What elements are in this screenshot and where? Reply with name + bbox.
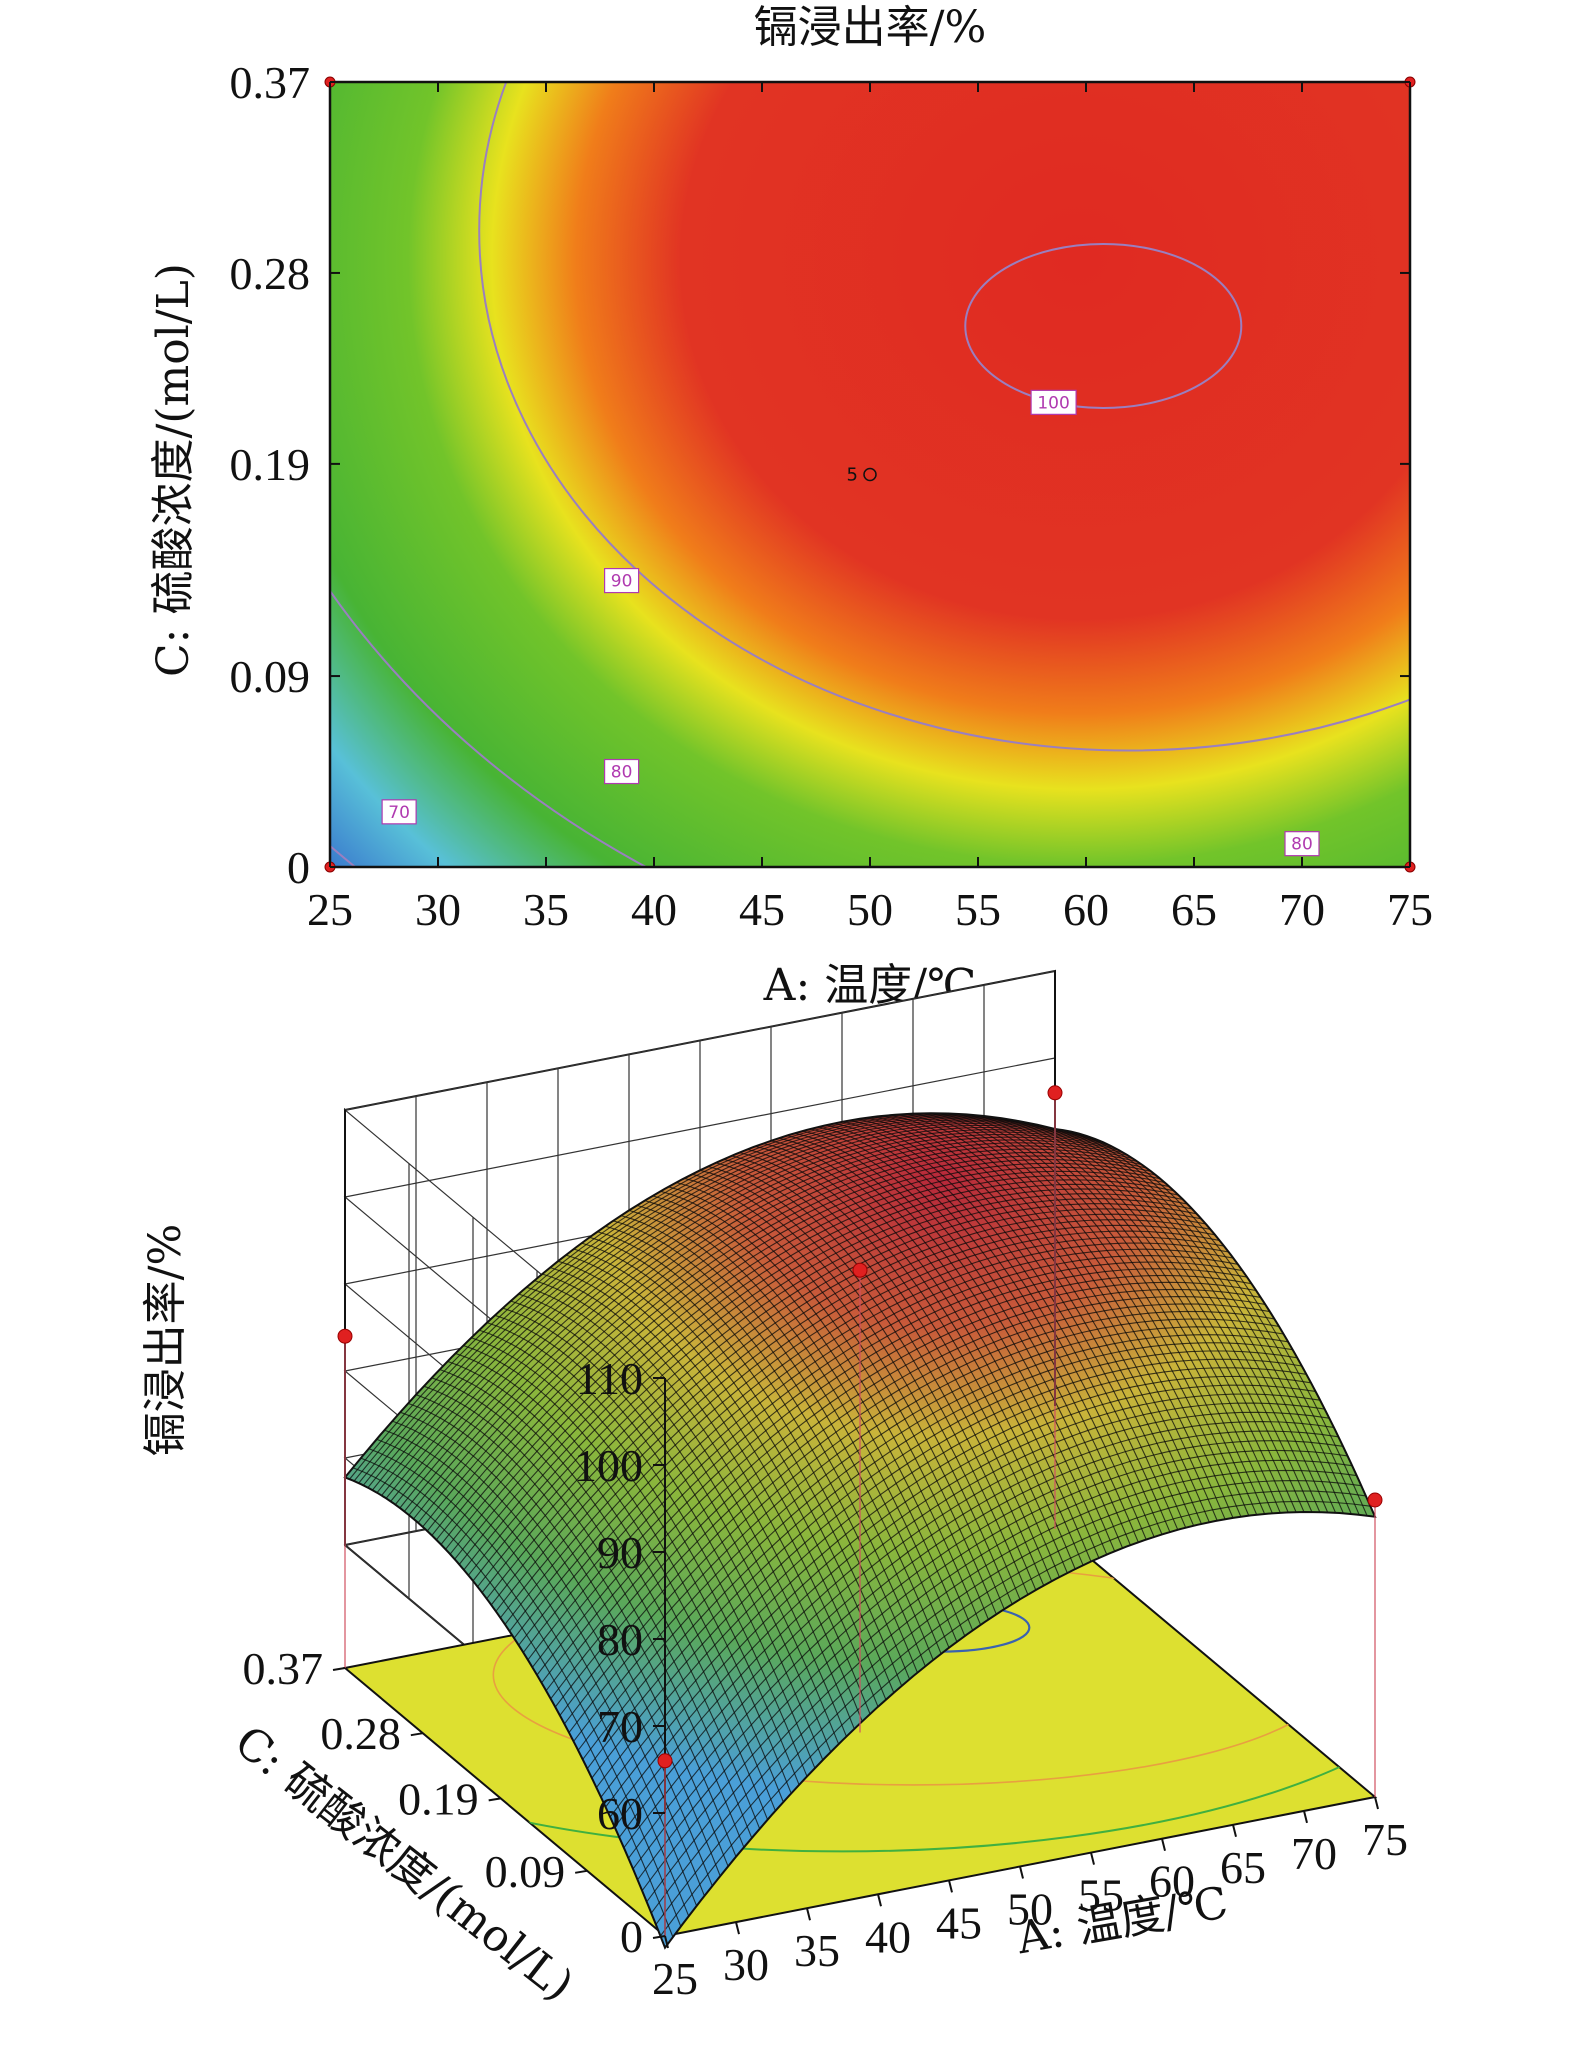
design-point	[1047, 1085, 1063, 1101]
contour-label-text: 70	[388, 803, 410, 823]
z-tick-label: 80	[597, 1614, 643, 1665]
y3d-tick-mark	[410, 1732, 424, 1737]
y3d-tick-label: 0.19	[398, 1773, 479, 1824]
z-tick-label: 70	[597, 1701, 643, 1752]
contour-label: 80	[603, 758, 640, 785]
contour-label-text: 80	[1291, 835, 1313, 855]
x3d-tick-label: 60	[1149, 1856, 1195, 1907]
y-tick-label: 0.28	[230, 248, 311, 299]
contour-label: 100	[1030, 389, 1077, 415]
floor-contour-80	[345, 1529, 1375, 1853]
contour-label-box	[603, 567, 640, 594]
contour-y-axis-label: C: 硫酸浓度/(mol/L)	[148, 263, 199, 677]
x3d-tick-label: 45	[936, 1897, 982, 1948]
x3d-tick-label: 75	[1362, 1814, 1408, 1865]
contour-label-box	[381, 799, 417, 825]
x-tick-label: 30	[415, 884, 461, 935]
x3d-tick-mark	[877, 1894, 882, 1907]
x3d-tick-mark	[1303, 1810, 1308, 1824]
contour-label-text: 90	[611, 572, 633, 592]
contour-label-box	[1284, 831, 1320, 857]
design-point	[852, 1262, 868, 1278]
x-tick-label: 55	[955, 884, 1001, 935]
x3d-tick-mark	[1161, 1838, 1166, 1851]
y3d-tick-label: 0.09	[485, 1846, 566, 1897]
x3d-tick-label: 40	[865, 1911, 911, 1962]
x-tick-label: 60	[1063, 884, 1109, 935]
x3d-tick-mark	[735, 1921, 740, 1935]
x3d-tick-mark	[664, 1935, 669, 1949]
contour-label-text: 80	[611, 763, 633, 783]
y-tick-label: 0.09	[230, 651, 311, 702]
center-point-marker	[863, 467, 877, 482]
x3d-tick-mark	[1232, 1824, 1237, 1838]
x3d-tick-label: 30	[723, 1939, 769, 1990]
y3d-tick-mark	[652, 1935, 666, 1939]
y-tick-label: 0	[287, 842, 310, 893]
x-tick-label: 35	[523, 884, 569, 935]
design-point	[337, 1328, 353, 1344]
contour-label-text: 100	[1037, 393, 1069, 413]
y-tick-label: 0.37	[230, 57, 311, 108]
surface-mesh	[345, 1113, 1375, 1948]
x3d-tick-mark	[806, 1907, 811, 1921]
contour-label-box	[1030, 389, 1077, 415]
x3d-tick-label: 55	[1078, 1870, 1124, 1921]
contour-plot-area: 100 90 80 80 70	[330, 82, 1410, 867]
contour-chart-title: 镉浸出率/%	[754, 2, 987, 53]
x3d-tick-label: 25	[652, 1953, 698, 2004]
heatmap-fill	[330, 82, 1410, 867]
x3d-tick-mark	[1090, 1852, 1095, 1865]
x-tick-label: 50	[847, 884, 893, 935]
contour-label: 80	[1284, 831, 1320, 857]
x-tick-label: 70	[1279, 884, 1325, 935]
y3d-tick-label: 0	[620, 1911, 643, 1962]
x-tick-label: 65	[1171, 884, 1217, 935]
x3d-tick-label: 35	[794, 1925, 840, 1976]
x3d-tick-label: 65	[1220, 1842, 1266, 1893]
z-tick-label: 90	[597, 1527, 643, 1578]
center-point-count: 5	[847, 465, 858, 486]
z-tick-label: 100	[574, 1440, 643, 1491]
x3d-tick-mark	[1019, 1866, 1024, 1879]
contour-line-100	[964, 242, 1243, 409]
x3d-tick-mark	[948, 1880, 953, 1893]
y3d-tick-mark	[332, 1667, 346, 1671]
y3d-tick-mark	[574, 1869, 588, 1874]
contour-line-90	[478, 82, 1410, 752]
x-tick-label: 75	[1387, 884, 1433, 935]
z-tick-label: 110	[576, 1353, 643, 1404]
x3d-tick-mark	[1374, 1796, 1379, 1810]
contour-label-box	[603, 758, 640, 785]
y3d-tick-label: 0.37	[243, 1643, 324, 1694]
contour-label: 90	[603, 567, 640, 594]
z-tick-label: 60	[597, 1788, 643, 1839]
z-axis-label: 镉浸出率/%	[140, 1224, 191, 1457]
design-point	[1367, 1492, 1383, 1508]
x-tick-label: 40	[631, 884, 677, 935]
x-tick-label: 45	[739, 884, 785, 935]
x3d-tick-label: 50	[1007, 1884, 1053, 1935]
contour-label: 70	[381, 799, 417, 825]
y3d-tick-mark	[488, 1797, 501, 1802]
y-tick-label: 0.19	[230, 439, 311, 490]
design-point	[657, 1753, 673, 1769]
x3d-tick-label: 70	[1291, 1828, 1337, 1879]
y3d-tick-label: 0.28	[320, 1708, 401, 1759]
x-tick-label: 25	[307, 884, 353, 935]
